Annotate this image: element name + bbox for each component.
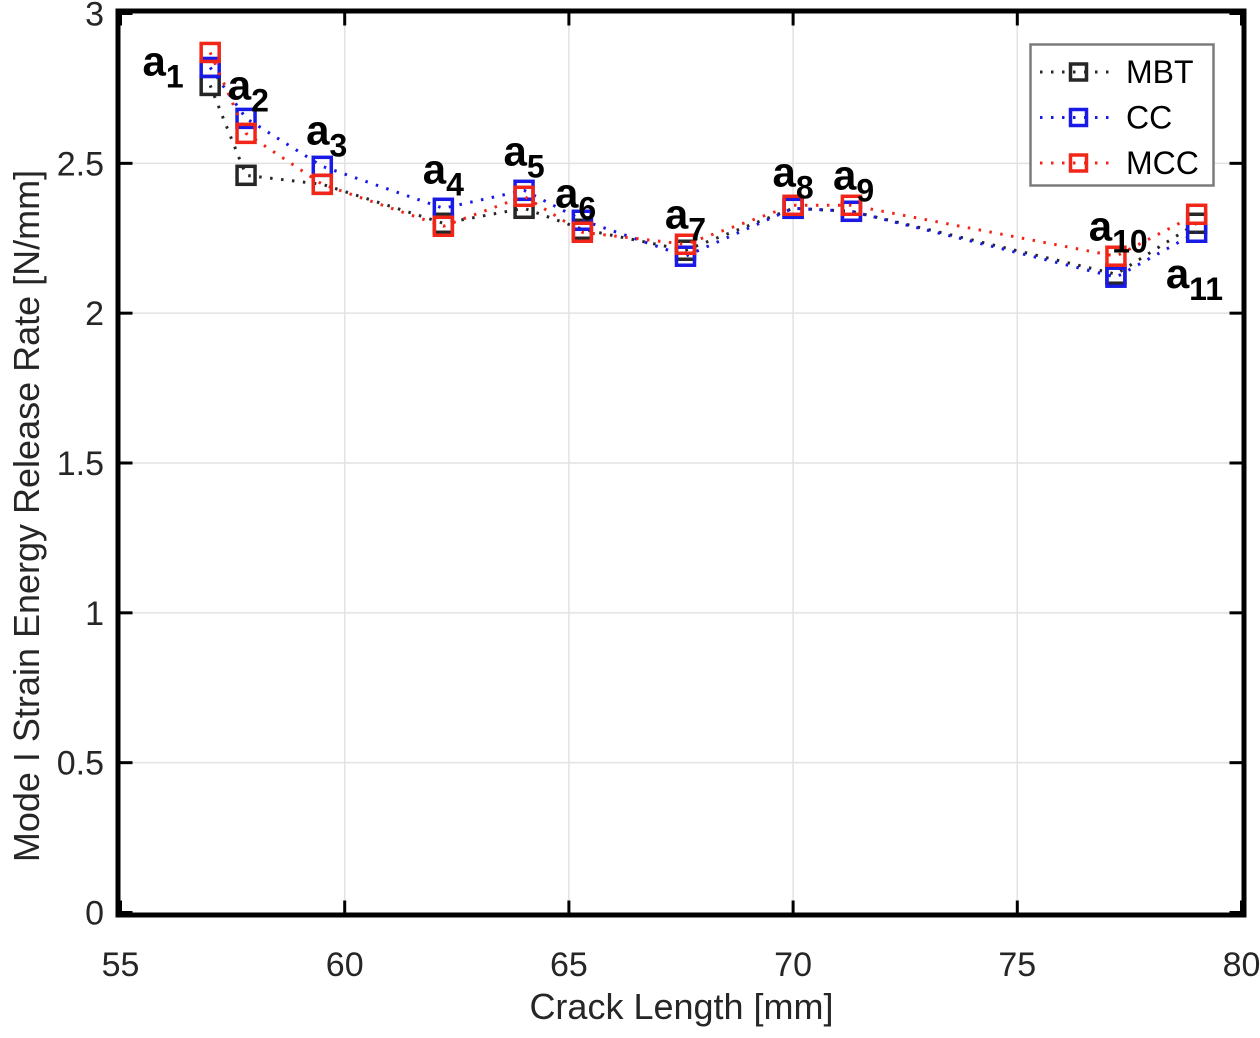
y-tick-label-3: 3 <box>85 0 104 34</box>
legend-marker-CC <box>1068 107 1089 128</box>
legend-marker-MBT <box>1068 62 1089 82</box>
series-line-CC <box>208 66 1198 279</box>
point-label-a1: a1 <box>143 37 184 94</box>
point-label-a2: a2 <box>228 61 269 118</box>
y-tick-label-2: 2 <box>85 295 104 333</box>
legend-label-MBT: MBT <box>1126 54 1194 90</box>
point-label-a5: a5 <box>503 127 544 184</box>
marker-MCC-a11 <box>1185 203 1208 226</box>
x-tick-label-60: 60 <box>326 946 364 984</box>
point-label-a9: a9 <box>833 151 874 208</box>
series-MCC <box>199 41 1208 267</box>
marker-MCC-a5 <box>513 185 535 208</box>
legend-label-CC: CC <box>1126 100 1172 136</box>
legend-marker-MCC <box>1068 153 1089 173</box>
y-tick-label-2.5: 2.5 <box>57 145 104 183</box>
series-line-MCC <box>208 51 1198 258</box>
y-tick-label-1.5: 1.5 <box>57 445 104 483</box>
y-tick-label-0: 0 <box>85 895 104 933</box>
marker-MCC-a10 <box>1105 245 1127 267</box>
x-tick-label-80: 80 <box>1223 946 1260 984</box>
y-axis-label: Mode I Strain Energy Release Rate [N/mm] <box>6 169 47 863</box>
marker-MBT-a5 <box>513 197 535 220</box>
point-label-a3: a3 <box>306 106 347 163</box>
marker-MBT-a2 <box>235 164 257 187</box>
legend-item-MCC: MCC <box>1040 145 1199 181</box>
y-tick-label-0.5: 0.5 <box>57 745 104 783</box>
marker-MCC-a1 <box>199 41 221 64</box>
point-label-a8: a8 <box>773 148 814 205</box>
y-tick-label-1: 1 <box>85 595 104 633</box>
plot-border <box>115 8 1247 918</box>
legend-label-MCC: MCC <box>1126 145 1199 181</box>
marker-CC-a6 <box>571 209 594 232</box>
legend-item-MBT: MBT <box>1040 54 1194 90</box>
marker-MCC-a4 <box>432 215 455 238</box>
x-tick-label-65: 65 <box>550 946 588 984</box>
marker-MCC-a7 <box>674 233 697 255</box>
point-label-a11: a11 <box>1166 250 1223 307</box>
marker-MCC-a2 <box>235 122 257 145</box>
point-label-a6: a6 <box>555 169 596 226</box>
marker-MCC-a9 <box>840 194 863 217</box>
point-label-a7: a7 <box>665 190 706 247</box>
axis-ticks: 55 60 65 70 75 80 0 0.5 1 1.5 2 2.5 3 <box>57 0 1260 984</box>
x-tick-label-55: 55 <box>102 946 140 984</box>
marker-CC-a2 <box>235 107 257 130</box>
x-tick-label-75: 75 <box>998 946 1036 984</box>
marker-MCC-a6 <box>571 221 594 244</box>
marker-CC-a10 <box>1105 266 1127 288</box>
marker-CC-a1 <box>199 56 221 79</box>
x-tick-label-70: 70 <box>774 946 812 984</box>
marker-CC-a7 <box>674 245 697 267</box>
legend: MBT CC MCC <box>1029 43 1215 187</box>
legend-box <box>1029 43 1215 187</box>
legend-item-CC: CC <box>1040 100 1172 136</box>
x-axis-label: Crack Length [mm] <box>529 986 834 1027</box>
point-label-a10: a10 <box>1089 202 1148 259</box>
point-label-a4: a4 <box>423 145 464 202</box>
marker-MCC-a8 <box>782 194 804 217</box>
marker-MCC-a3 <box>311 173 334 196</box>
